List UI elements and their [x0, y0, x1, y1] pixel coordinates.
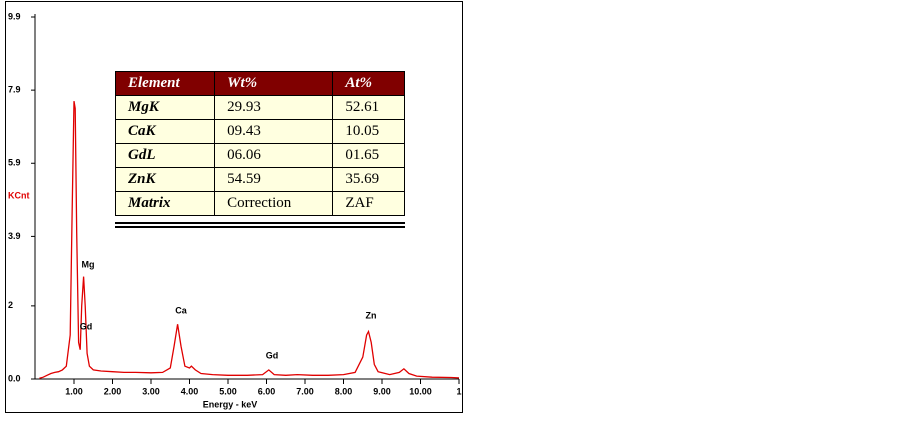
spectrum-line [39, 100, 460, 379]
element-cell: Matrix [114, 191, 216, 216]
y-tick-label: 0.0 [8, 373, 21, 383]
table-cell: ZAF [332, 191, 405, 216]
y-tick-label: 3.9 [8, 231, 21, 241]
table-rule [115, 222, 405, 228]
table-cell: 35.69 [332, 167, 405, 192]
table-cell: 06.06 [214, 143, 334, 168]
peak-label: Zn [366, 310, 377, 320]
table-header-row: Element Wt% At% [114, 71, 405, 96]
header-cell: Wt% [214, 71, 334, 96]
y-tick-label: 7.9 [8, 85, 21, 95]
table-cell: 29.93 [214, 95, 334, 120]
x-tick-label: 9.00 [373, 386, 391, 396]
x-tick-label: 6.00 [258, 386, 276, 396]
x-tick-label: 4.00 [181, 386, 199, 396]
table-cell: 09.43 [214, 119, 334, 144]
y-tick-label: 9.9 [8, 11, 21, 21]
y-tick-label: 5.9 [8, 158, 21, 168]
x-axis-label: Energy - keV [203, 399, 258, 409]
y-tick-label: 2 [8, 300, 13, 310]
peak-label: Ca [175, 305, 187, 315]
element-cell: CaK [114, 119, 216, 144]
table-row: GdL 06.06 01.65 [114, 143, 405, 168]
table-cell: 54.59 [214, 167, 334, 192]
table-row: Matrix Correction ZAF [114, 191, 405, 216]
x-tick-label: 3.00 [142, 386, 160, 396]
element-cell: MgK [114, 95, 216, 120]
peak-label: Gd [266, 350, 279, 360]
x-tick-label: 10.00 [409, 386, 432, 396]
x-tick-label: 7.00 [296, 386, 314, 396]
table-cell: 10.05 [332, 119, 405, 144]
x-tick-label: 5.00 [219, 386, 237, 396]
x-tick-label: 8.00 [335, 386, 353, 396]
element-cell: GdL [114, 143, 216, 168]
composition-table: Element Wt% At% MgK 29.93 52.61 CaK 09.43 10.05 G… [114, 71, 405, 216]
table-row: CaK 09.43 10.05 [114, 119, 405, 144]
x-tick-label: 2.00 [104, 386, 122, 396]
header-cell: At% [332, 71, 405, 96]
table-cell: 52.61 [332, 95, 405, 120]
peak-label: Gd [80, 321, 93, 331]
table-cell: 01.65 [332, 143, 405, 168]
peak-label: Mg [82, 259, 95, 269]
frame [5, 1, 463, 413]
table-row: MgK 29.93 52.61 [114, 95, 405, 120]
x-tick-label: 1.00 [65, 386, 83, 396]
y-axis-label: KCnt [8, 190, 30, 200]
table-row: ZnK 54.59 35.69 [114, 167, 405, 192]
table-cell: Correction [214, 191, 334, 216]
header-cell: Element [114, 71, 216, 96]
element-cell: ZnK [114, 167, 216, 192]
x-tick-label: 1 [456, 386, 461, 396]
